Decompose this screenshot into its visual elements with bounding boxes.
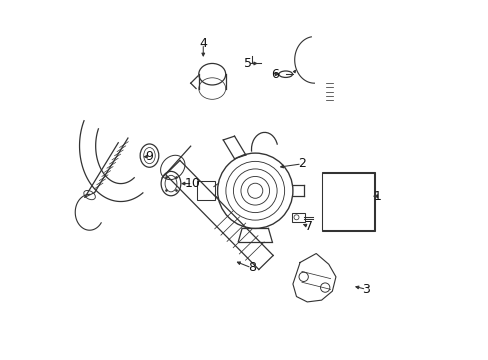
- Text: 8: 8: [247, 261, 255, 274]
- Text: 10: 10: [184, 177, 200, 190]
- Text: 9: 9: [145, 150, 153, 163]
- Text: 2: 2: [297, 157, 305, 170]
- Text: 6: 6: [270, 68, 278, 81]
- Text: 7: 7: [305, 220, 312, 233]
- Text: 3: 3: [362, 283, 369, 296]
- Text: 4: 4: [199, 37, 207, 50]
- Text: 5: 5: [244, 57, 252, 70]
- Text: 1: 1: [372, 190, 380, 203]
